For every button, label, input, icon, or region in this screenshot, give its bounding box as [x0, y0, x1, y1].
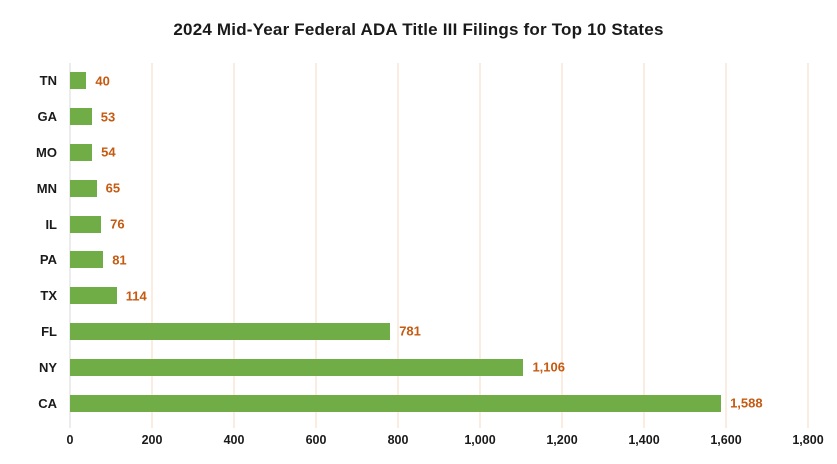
- bar-row: IL 76: [0, 206, 808, 242]
- gridline: [479, 63, 481, 428]
- value-label: 81: [112, 252, 127, 268]
- gridline: [315, 63, 317, 428]
- bar-track: 81: [70, 251, 808, 269]
- bar: [70, 143, 93, 161]
- bar: [70, 251, 104, 269]
- category-label: MO: [36, 144, 57, 160]
- value-label: 53: [100, 109, 116, 125]
- bar-track: 53: [70, 108, 808, 126]
- value-label: 781: [399, 323, 421, 339]
- bar-track: 1,106: [70, 358, 808, 376]
- bar: [70, 179, 97, 197]
- category-label: GA: [37, 109, 58, 125]
- bar: [70, 322, 391, 340]
- bar-row: TX 114: [0, 278, 808, 314]
- gridline: [725, 63, 727, 428]
- category-label: TN: [39, 73, 57, 89]
- bar: [70, 394, 722, 412]
- bar: [70, 358, 524, 376]
- bar-rows: TN 40 GA 53 MO 54 MN 65 IL 76 PA 81 TX 114 FL 781 NY 1,10…: [0, 63, 808, 421]
- gridline: [643, 63, 645, 428]
- bar-row: PA 81: [0, 242, 808, 278]
- bar-track: 76: [70, 215, 808, 233]
- zero-axis-line: [69, 63, 71, 428]
- bar-row: MN 65: [0, 170, 808, 206]
- value-label: 1,106: [532, 359, 565, 375]
- gridline: [561, 63, 563, 428]
- gridline: [233, 63, 235, 428]
- category-label: NY: [38, 359, 57, 375]
- x-tick-label: 600: [305, 433, 327, 447]
- x-tick-label: 1,400: [628, 433, 660, 447]
- bar-row: GA 53: [0, 99, 808, 135]
- category-label: MN: [36, 180, 57, 196]
- x-tick-label: 200: [141, 433, 163, 447]
- plot-area: TN 40 GA 53 MO 54 MN 65 IL 76 PA 81 TX 114 FL 781 NY 1,10…: [0, 63, 824, 447]
- gridline: [397, 63, 399, 428]
- category-label: FL: [41, 323, 57, 339]
- x-tick-label: 1,000: [464, 433, 496, 447]
- gridline: [151, 63, 153, 428]
- bar-track: 781: [70, 322, 808, 340]
- value-label: 40: [95, 73, 110, 89]
- x-tick-label: 1,600: [710, 433, 742, 447]
- bar-row: TN 40: [0, 63, 808, 99]
- bar: [70, 72, 87, 90]
- bar-track: 65: [70, 179, 808, 197]
- bar-row: MO 54: [0, 135, 808, 171]
- x-tick-label: 800: [387, 433, 409, 447]
- value-label: 65: [105, 180, 121, 196]
- x-tick-label: 400: [223, 433, 245, 447]
- bar: [70, 287, 117, 305]
- bar: [70, 215, 102, 233]
- gridlines: [69, 63, 809, 428]
- bar-track: 1,588: [70, 394, 808, 412]
- x-tick-label: 1,800: [792, 433, 824, 447]
- value-label: 54: [101, 144, 116, 160]
- category-label: IL: [45, 216, 57, 232]
- value-label: 1,588: [730, 395, 763, 411]
- category-label: CA: [38, 395, 57, 411]
- category-label: TX: [40, 288, 57, 304]
- bar-track: 114: [70, 287, 808, 305]
- value-label: 76: [110, 216, 125, 232]
- bar-track: 40: [70, 72, 808, 90]
- category-label: PA: [39, 252, 57, 268]
- x-tick-label: 1,200: [546, 433, 578, 447]
- x-axis: 0 200 400 600 800 1,000 1,200 1,400 1,600 1,800: [66, 433, 824, 451]
- bar-row: CA 1,588: [0, 385, 808, 421]
- bar-row: NY 1,106: [0, 349, 808, 385]
- bar-row: FL 781: [0, 314, 808, 350]
- bar-track: 54: [70, 143, 808, 161]
- chart-title: 2024 Mid-Year Federal ADA Title III Fili…: [173, 20, 664, 39]
- x-tick-label: 0: [66, 433, 74, 447]
- value-label: 114: [125, 288, 147, 304]
- bar: [70, 108, 92, 126]
- gridline: [807, 63, 809, 428]
